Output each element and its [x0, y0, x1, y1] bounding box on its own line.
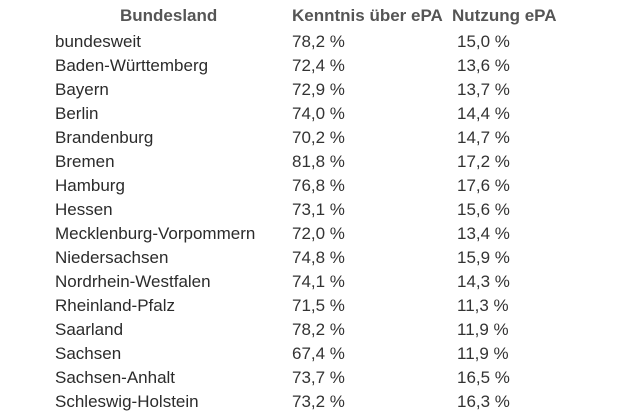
knowledge-cell: 72,9 %	[292, 80, 345, 99]
knowledge-cell: 78,2 %	[292, 320, 345, 339]
knowledge-cell: 81,8 %	[292, 152, 345, 171]
usage-cell: 11,3 %	[457, 296, 509, 315]
table-row: Bremen 81,8 % 17,2 %	[0, 150, 630, 174]
knowledge-cell: 67,4 %	[292, 344, 345, 363]
knowledge-cell: 71,5 %	[292, 296, 345, 315]
usage-cell: 17,2 %	[457, 152, 510, 171]
knowledge-cell: 72,4 %	[292, 56, 345, 75]
state-cell: Sachsen	[55, 344, 122, 363]
table-row: Schleswig-Holstein 73,2 % 16,3 %	[0, 390, 630, 414]
table-row: Sachsen-Anhalt 73,7 % 16,5 %	[0, 366, 630, 390]
usage-cell: 11,9 %	[457, 320, 509, 339]
table-row: Berlin 74,0 % 14,4 %	[0, 102, 630, 126]
table-row: Saarland 78,2 % 11,9 %	[0, 318, 630, 342]
knowledge-cell: 74,8 %	[292, 248, 345, 267]
table-row: Hessen 73,1 % 15,6 %	[0, 198, 630, 222]
usage-cell: 16,3 %	[457, 392, 510, 411]
usage-cell: 16,5 %	[457, 368, 510, 387]
table-row: Hamburg 76,8 % 17,6 %	[0, 174, 630, 198]
header-usage: Nutzung ePA	[452, 6, 557, 25]
state-cell: Bayern	[55, 80, 109, 99]
knowledge-cell: 76,8 %	[292, 176, 345, 195]
state-cell: Nordrhein-Westfalen	[55, 272, 211, 291]
table-row: Bayern 72,9 % 13,7 %	[0, 78, 630, 102]
knowledge-cell: 73,1 %	[292, 200, 345, 219]
knowledge-cell: 70,2 %	[292, 128, 345, 147]
state-cell: Hamburg	[55, 176, 125, 195]
table-row: Mecklenburg-Vorpommern 72,0 % 13,4 %	[0, 222, 630, 246]
usage-cell: 14,4 %	[457, 104, 510, 123]
header-knowledge: Kenntnis über ePA	[292, 6, 443, 25]
knowledge-cell: 78,2 %	[292, 32, 345, 51]
state-cell: Saarland	[55, 320, 124, 339]
state-cell: Schleswig-Holstein	[55, 392, 199, 411]
state-cell: Berlin	[55, 104, 99, 123]
state-cell: Sachsen-Anhalt	[55, 368, 176, 387]
usage-cell: 13,4 %	[457, 224, 510, 243]
usage-cell: 14,7 %	[457, 128, 510, 147]
usage-cell: 14,3 %	[457, 272, 510, 291]
table-row: Brandenburg 70,2 % 14,7 %	[0, 126, 630, 150]
state-cell: Rheinland-Pfalz	[55, 296, 176, 315]
table-row: Rheinland-Pfalz 71,5 % 11,3 %	[0, 294, 630, 318]
usage-cell: 15,9 %	[457, 248, 510, 267]
state-cell: Baden-Württemberg	[55, 56, 209, 75]
table-body: bundesweit 78,2 % 15,0 % Baden-Württembe…	[0, 30, 630, 414]
state-cell: bundesweit	[55, 32, 142, 51]
table-row: Baden-Württemberg 72,4 % 13,6 %	[0, 54, 630, 78]
state-cell: Hessen	[55, 200, 113, 219]
table-row: Nordrhein-Westfalen 74,1 % 14,3 %	[0, 270, 630, 294]
state-cell: Niedersachsen	[55, 248, 169, 267]
knowledge-cell: 74,0 %	[292, 104, 345, 123]
knowledge-cell: 73,7 %	[292, 368, 345, 387]
state-cell: Bremen	[55, 152, 115, 171]
usage-cell: 13,7 %	[457, 80, 510, 99]
knowledge-cell: 74,1 %	[292, 272, 345, 291]
state-cell: Brandenburg	[55, 128, 154, 147]
usage-cell: 13,6 %	[457, 56, 510, 75]
table-row: Sachsen 67,4 % 11,9 %	[0, 342, 630, 366]
table-row: bundesweit 78,2 % 15,0 %	[0, 30, 630, 54]
table-row: Niedersachsen 74,8 % 15,9 %	[0, 246, 630, 270]
usage-cell: 17,6 %	[457, 176, 510, 195]
usage-cell: 11,9 %	[457, 344, 509, 363]
knowledge-cell: 72,0 %	[292, 224, 345, 243]
usage-cell: 15,0 %	[457, 32, 510, 51]
knowledge-cell: 73,2 %	[292, 392, 345, 411]
usage-cell: 15,6 %	[457, 200, 510, 219]
state-cell: Mecklenburg-Vorpommern	[55, 224, 256, 243]
header-state: Bundesland	[120, 6, 218, 25]
